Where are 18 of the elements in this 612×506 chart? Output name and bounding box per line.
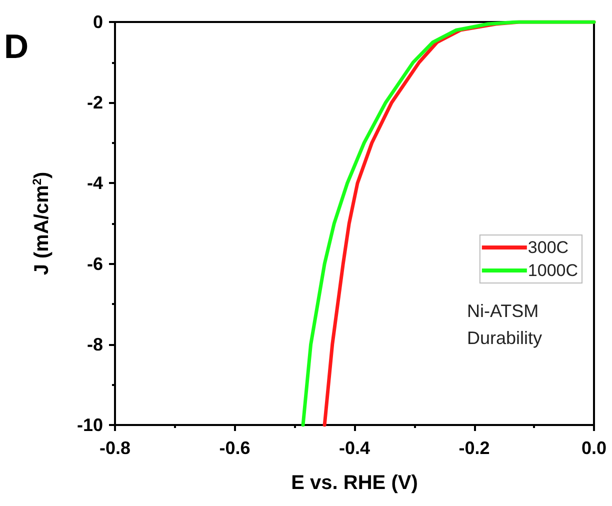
y-axis-title: J (mA/cm2): [30, 172, 53, 276]
text: D: [4, 28, 29, 66]
annotation: Ni-ATSM: [466, 301, 539, 321]
y-tick-label: -2: [86, 92, 103, 113]
y-tick-label: 0: [92, 12, 103, 32]
annotation: Durability: [466, 328, 542, 348]
x-axis-title: E vs. RHE (V): [291, 472, 418, 494]
x-tick-label: -0.4: [338, 438, 370, 458]
legend-label: 300C: [528, 238, 569, 257]
x-tick-label: -0.6: [219, 438, 250, 458]
x-tick-label: -0.8: [99, 438, 131, 458]
legend-label: 1000C: [528, 261, 578, 280]
y-tick-label: -4: [86, 173, 103, 194]
y-tick-label: -8: [86, 334, 103, 354]
y-tick-label: -6: [86, 254, 103, 274]
x-tick-label: -0.2: [458, 438, 490, 458]
y-tick-label: -10: [76, 415, 103, 435]
x-tick-label: 0.0: [581, 438, 607, 458]
